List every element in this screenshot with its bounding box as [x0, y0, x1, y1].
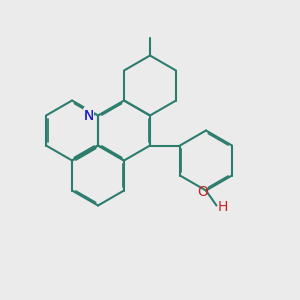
Text: H: H — [218, 200, 228, 214]
Text: O: O — [197, 185, 208, 199]
Text: N: N — [83, 109, 94, 122]
Text: N: N — [83, 109, 94, 122]
